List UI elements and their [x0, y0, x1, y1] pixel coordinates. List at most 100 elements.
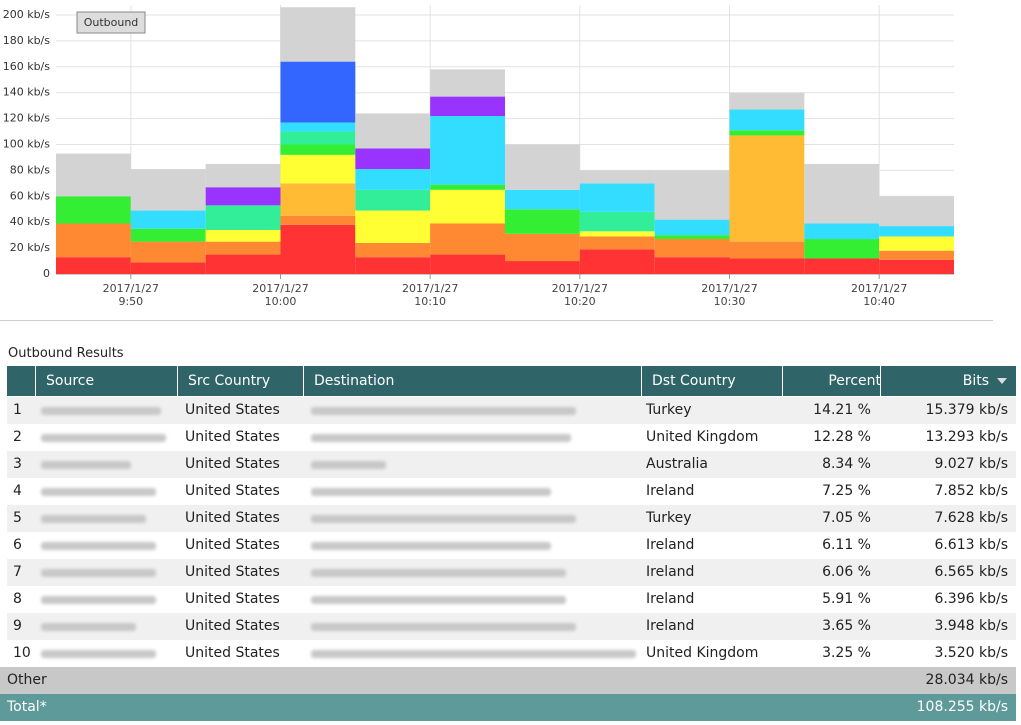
table-row[interactable]: 4 United States Ireland 7.25 % 7.852 kb/s — [7, 478, 1016, 505]
row-index: 8 — [13, 591, 22, 607]
percent: 14.21 % — [813, 402, 871, 418]
bar-segment — [654, 219, 730, 236]
table-row[interactable]: 7 United States Ireland 6.06 % 6.565 kb/s — [7, 559, 1016, 586]
destination-redacted — [311, 650, 636, 658]
bar-segment — [130, 169, 206, 211]
source-redacted — [41, 569, 156, 577]
table-row[interactable]: 10 United States United Kingdom 3.25 % 3.520… — [7, 640, 1016, 667]
table-row[interactable]: 1 United States Turkey 14.21 % 15.379 kb/s — [7, 397, 1016, 424]
bar-segment — [879, 196, 954, 227]
bits: 13.293 kb/s — [925, 429, 1008, 445]
legend-box — [76, 11, 146, 34]
bar-segment — [280, 154, 356, 184]
row-index: 6 — [13, 537, 22, 553]
column-header[interactable]: Bits — [880, 366, 1017, 396]
destination-redacted — [311, 434, 571, 442]
bar-segment — [355, 113, 431, 149]
bar-segment — [430, 254, 505, 274]
x-tick-label: 2017/1/27 10:40 — [850, 282, 908, 308]
bar-segment — [280, 61, 356, 123]
dst-country: Ireland — [646, 618, 695, 634]
x-tick-label: 2017/1/27 10:20 — [551, 282, 609, 308]
bar-segment — [654, 170, 730, 220]
row-index: 9 — [13, 618, 22, 634]
destination-redacted — [311, 515, 576, 523]
total-bits: 108.255 kb/s — [916, 699, 1008, 715]
table-row[interactable]: 8 United States Ireland 5.91 % 6.396 kb/s — [7, 586, 1016, 613]
bar-segment — [355, 148, 431, 170]
source-redacted — [41, 650, 156, 658]
column-header[interactable]: Source — [35, 366, 178, 396]
src-country: United States — [185, 618, 280, 634]
bar-segment — [505, 189, 580, 210]
y-tick-label: 140 kb/s — [3, 86, 51, 99]
row-index: 10 — [13, 645, 31, 661]
y-tick-label: 80 kb/s — [10, 163, 51, 176]
bits: 9.027 kb/s — [934, 456, 1008, 472]
bits: 6.565 kb/s — [934, 564, 1008, 580]
y-tick-label: 120 kb/s — [3, 112, 51, 125]
column-header[interactable]: Percent — [782, 366, 891, 396]
bar-segment — [355, 242, 431, 258]
bar-segment — [654, 235, 730, 240]
bar-segment — [205, 205, 281, 230]
bar-segment — [879, 250, 954, 260]
percent: 8.34 % — [822, 456, 871, 472]
destination-redacted — [311, 596, 566, 604]
bar-segment — [56, 223, 131, 258]
x-tick-label: 2017/1/27 10:00 — [252, 282, 309, 308]
destination-redacted — [311, 488, 551, 496]
bar-segment — [879, 236, 954, 251]
table-row[interactable]: 6 United States Ireland 6.11 % 6.613 kb/s — [7, 532, 1016, 559]
column-header[interactable]: Destination — [303, 366, 641, 396]
bar-segment — [430, 69, 505, 97]
bar-segment — [505, 144, 580, 190]
percent: 7.25 % — [822, 483, 871, 499]
bar-segment — [804, 163, 880, 224]
bar-segment — [280, 7, 356, 62]
source-redacted — [41, 407, 161, 415]
bar-segment — [280, 144, 356, 155]
bar-segment — [205, 254, 281, 274]
row-index: 1 — [13, 402, 22, 418]
bar-segment — [879, 226, 954, 237]
bar-segment — [205, 241, 281, 255]
table-row[interactable]: 5 United States Turkey 7.05 % 7.628 kb/s — [7, 505, 1016, 532]
bar-segment — [579, 170, 655, 184]
dst-country: Ireland — [646, 537, 695, 553]
bar-segment — [355, 257, 431, 274]
source-redacted — [41, 542, 156, 550]
table-row[interactable]: 2 United States United Kingdom 12.28 % 13.29… — [7, 424, 1016, 451]
bar-segment — [579, 249, 655, 274]
bar-segment — [355, 189, 431, 211]
y-tick-label: 180 kb/s — [3, 34, 51, 47]
dst-country: Ireland — [646, 564, 695, 580]
bar-segment — [579, 231, 655, 237]
index-header — [7, 366, 35, 396]
destination-redacted — [311, 569, 566, 577]
y-tick-label: 200 kb/s — [3, 8, 51, 21]
column-header[interactable]: Src Country — [177, 366, 303, 396]
bar-segment — [130, 241, 206, 263]
bar-segment — [579, 236, 655, 250]
source-redacted — [41, 596, 156, 604]
row-index: 2 — [13, 429, 22, 445]
column-header[interactable]: Dst Country — [641, 366, 783, 396]
bar-segment — [804, 223, 880, 240]
bits: 3.520 kb/s — [934, 645, 1008, 661]
dst-country: United Kingdom — [646, 645, 759, 661]
bar-segment — [56, 257, 131, 274]
src-country: United States — [185, 645, 280, 661]
table-row[interactable]: 3 United States Australia 8.34 % 9.027 kb/s — [7, 451, 1016, 478]
dst-country: Turkey — [646, 402, 692, 418]
bits: 6.613 kb/s — [934, 537, 1008, 553]
dst-country: United Kingdom — [646, 429, 759, 445]
row-index: 5 — [13, 510, 22, 526]
destination-redacted — [311, 623, 576, 631]
other-row: Other 28.034 kb/s — [0, 667, 1016, 694]
destination-redacted — [311, 461, 386, 469]
bar-segment — [430, 96, 505, 117]
bar-segment — [729, 241, 805, 259]
table-row[interactable]: 9 United States Ireland 3.65 % 3.948 kb/s — [7, 613, 1016, 640]
